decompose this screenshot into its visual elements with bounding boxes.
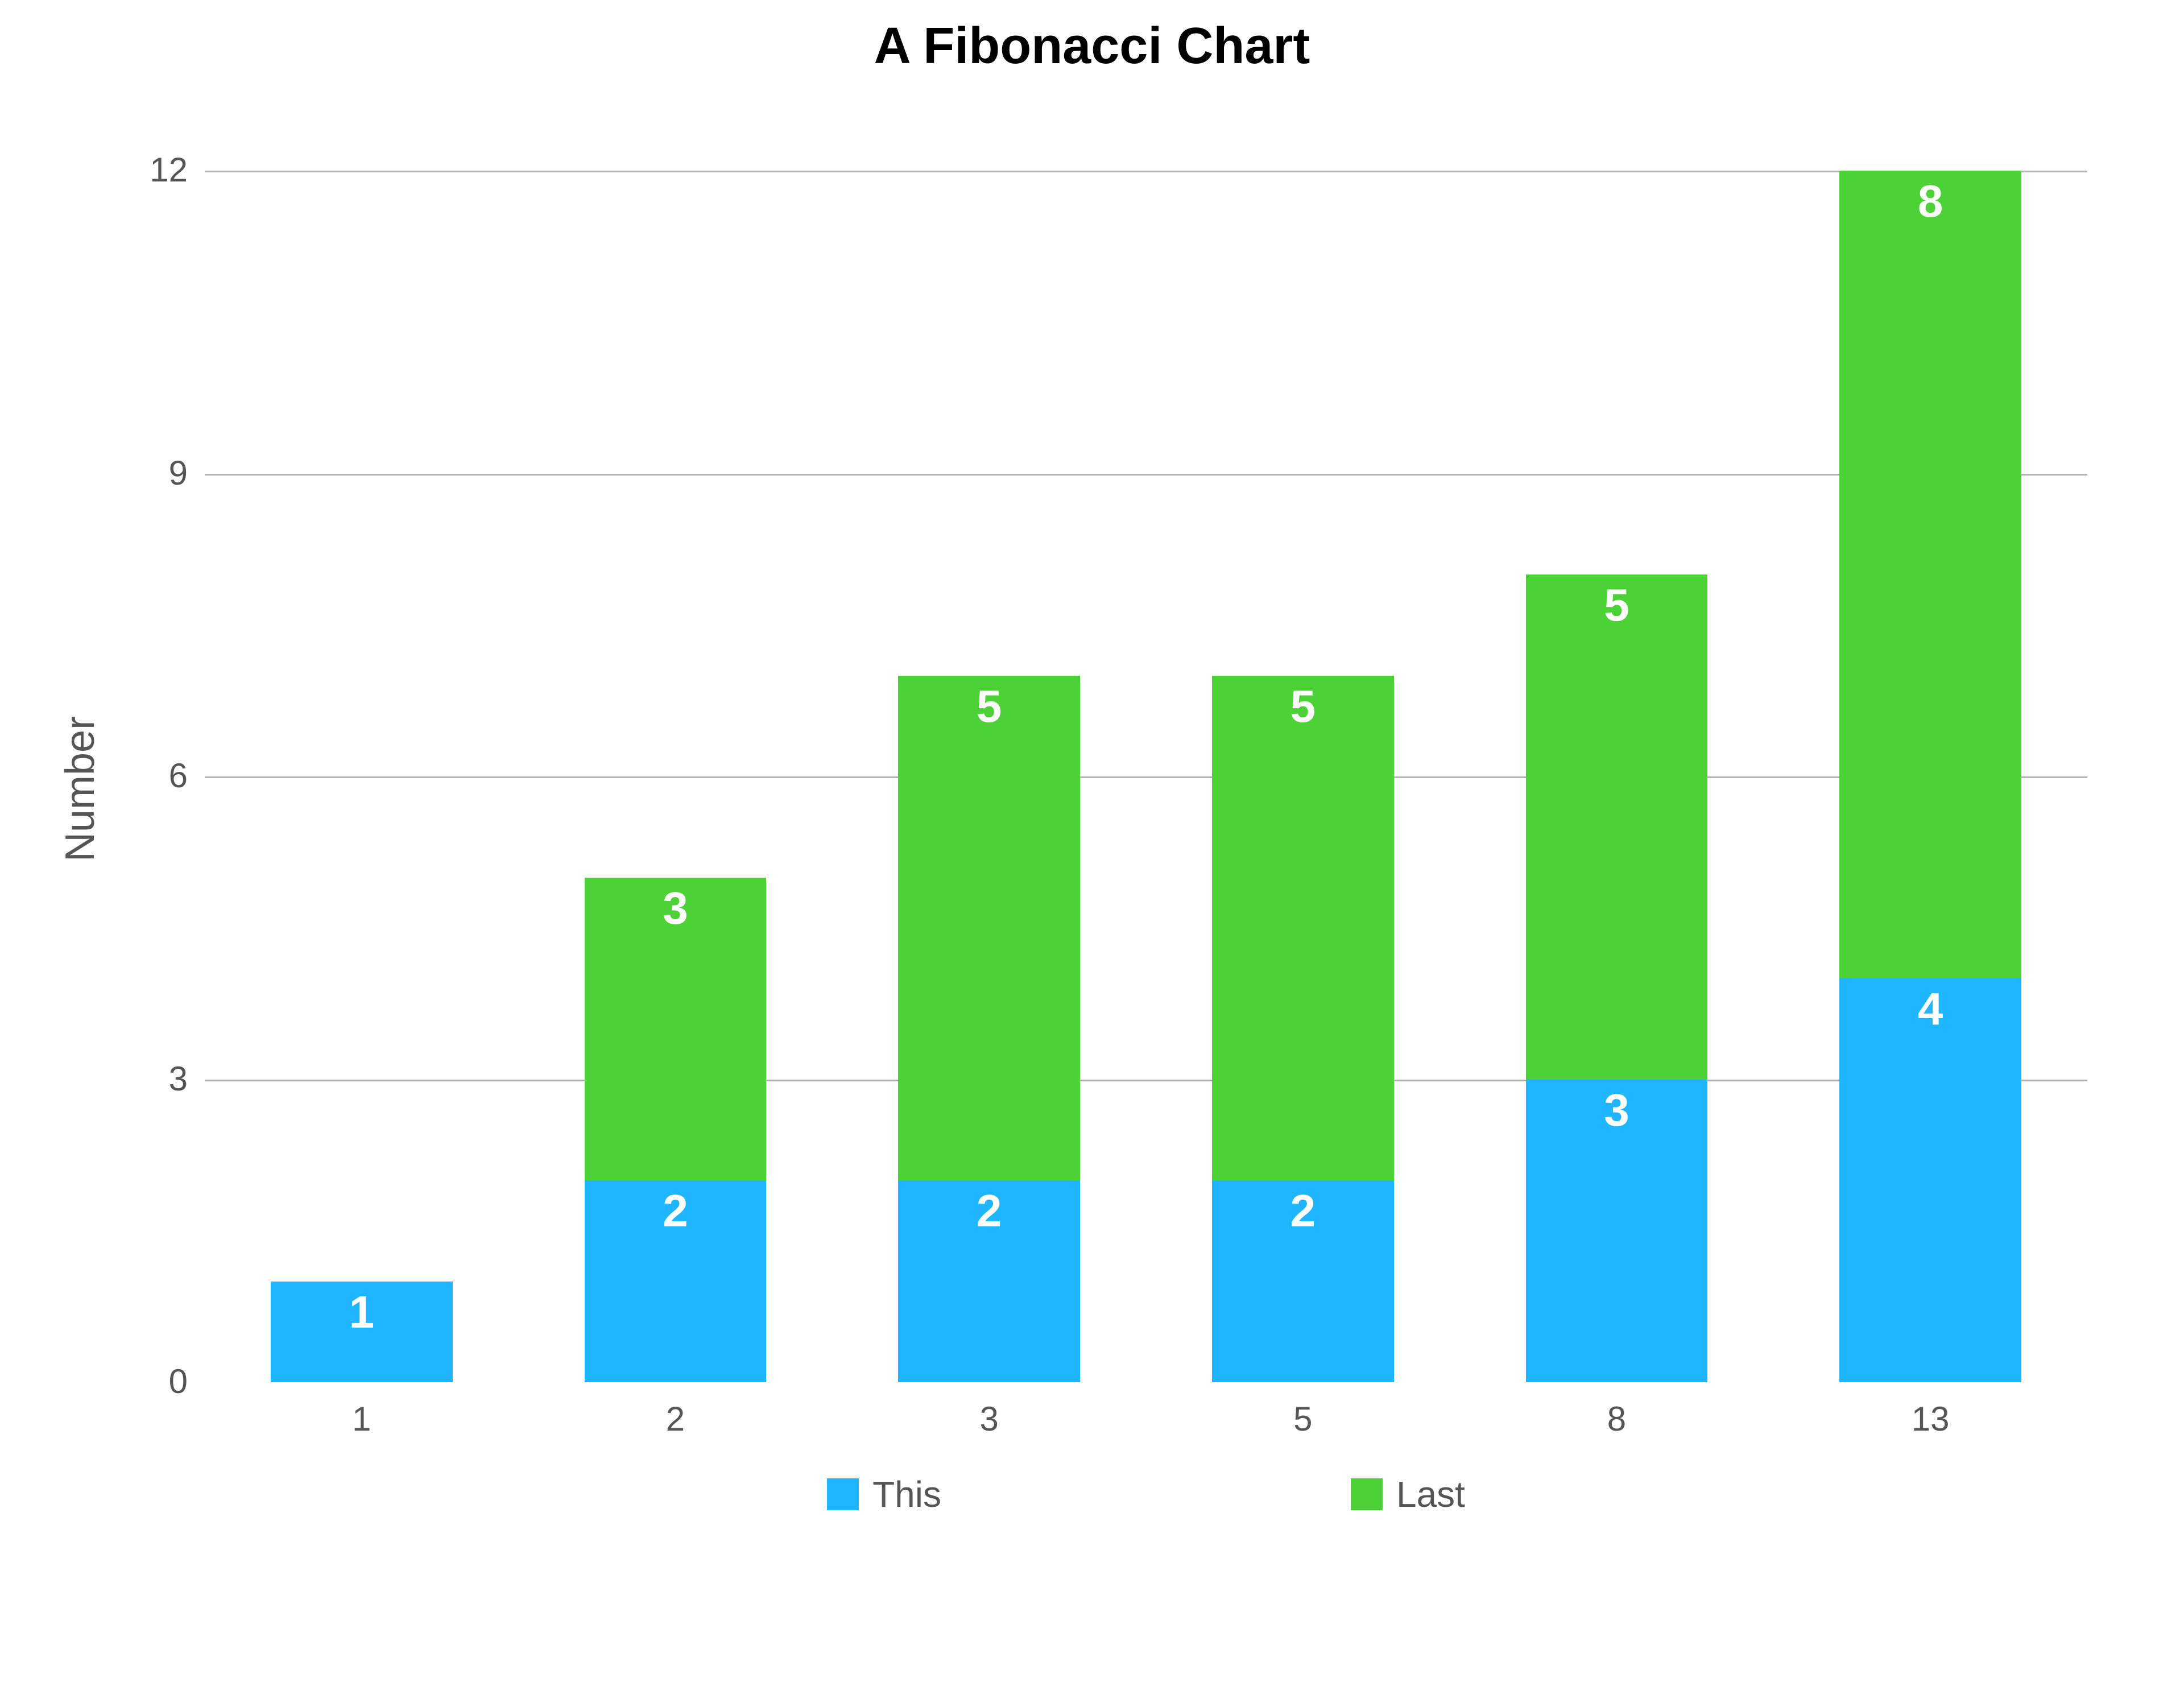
plot-area: 036912112322532553584813 (205, 171, 2087, 1382)
bar-seg-this: 4 (1839, 978, 2021, 1382)
fibonacci-chart: A Fibonacci Chart Number 036912112322532… (0, 0, 2184, 1682)
bar-group: 25 (1212, 676, 1394, 1383)
chart-title: A Fibonacci Chart (0, 17, 2184, 76)
x-tick-label: 2 (519, 1399, 833, 1439)
y-tick-label: 0 (102, 1362, 188, 1401)
bar-group: 23 (585, 878, 767, 1383)
bar-seg-this: 2 (898, 1180, 1080, 1382)
legend-swatch (827, 1478, 859, 1510)
bar-seg-last: 3 (585, 878, 767, 1181)
bar-seg-this: 3 (1526, 1080, 1708, 1383)
legend: This Last (205, 1473, 2087, 1515)
bar-value-label: 2 (585, 1185, 767, 1237)
x-tick-label: 5 (1146, 1399, 1460, 1439)
bar-value-label: 4 (1839, 983, 2021, 1035)
bar-group: 48 (1839, 171, 2021, 1382)
gridline (205, 776, 2087, 778)
bar-value-label: 3 (1526, 1084, 1708, 1137)
bar-value-label: 2 (898, 1185, 1080, 1237)
bar-seg-last: 5 (1526, 575, 1708, 1080)
y-tick-label: 9 (102, 453, 188, 493)
gridline (205, 474, 2087, 476)
bar-value-label: 5 (1526, 579, 1708, 631)
legend-item: Last (1351, 1473, 1465, 1515)
y-tick-label: 12 (102, 150, 188, 189)
bar-group: 35 (1526, 575, 1708, 1382)
bar-seg-this: 1 (271, 1282, 453, 1383)
bar-seg-last: 5 (898, 676, 1080, 1181)
bar-seg-last: 5 (1212, 676, 1394, 1181)
gridline (205, 171, 2087, 172)
bar-value-label: 3 (585, 882, 767, 935)
y-tick-label: 6 (102, 756, 188, 795)
legend-label: Last (1396, 1473, 1465, 1515)
bar-group: 25 (898, 676, 1080, 1383)
bar-group: 1 (271, 1282, 453, 1383)
bar-value-label: 8 (1839, 175, 2021, 228)
gridline (205, 1080, 2087, 1081)
bar-value-label: 2 (1212, 1185, 1394, 1237)
bar-seg-this: 2 (585, 1180, 767, 1382)
legend-swatch (1351, 1478, 1383, 1510)
legend-item: This (827, 1473, 941, 1515)
x-tick-label: 3 (832, 1399, 1146, 1439)
y-tick-label: 3 (102, 1059, 188, 1098)
x-tick-label: 1 (205, 1399, 519, 1439)
legend-label: This (872, 1473, 941, 1515)
x-tick-label: 8 (1460, 1399, 1774, 1439)
bar-value-label: 5 (898, 680, 1080, 733)
y-axis-title: Number (57, 716, 104, 862)
bar-value-label: 5 (1212, 680, 1394, 733)
x-tick-label: 13 (1773, 1399, 2087, 1439)
bar-seg-this: 2 (1212, 1180, 1394, 1382)
bar-seg-last: 8 (1839, 171, 2021, 978)
bar-value-label: 1 (271, 1286, 453, 1338)
